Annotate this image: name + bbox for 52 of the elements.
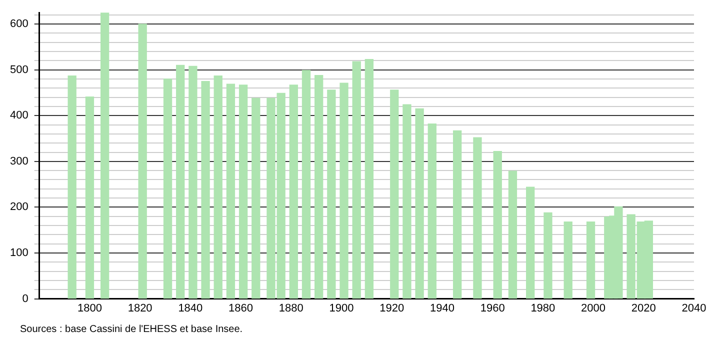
- x-tick-label: 2000: [581, 302, 606, 314]
- bar: [508, 170, 518, 299]
- x-tick-label: 1920: [380, 302, 404, 314]
- bar: [289, 84, 298, 299]
- bar: [402, 104, 412, 299]
- bar: [586, 222, 596, 299]
- bar: [138, 24, 147, 299]
- bar: [452, 130, 462, 299]
- x-tick-label: 1960: [480, 302, 505, 314]
- source-note: Sources : base Cassini de l'EHESS et base Insee.: [20, 324, 243, 335]
- y-tick-label: 100: [10, 247, 28, 260]
- bar: [252, 98, 260, 299]
- x-tick-label: 2040: [682, 302, 706, 314]
- y-tick-label: 500: [10, 64, 28, 76]
- bar: [85, 96, 94, 299]
- x-tick-label: 1900: [329, 302, 354, 314]
- bar: [564, 222, 572, 299]
- bar: [163, 78, 172, 299]
- y-tick-label: 600: [10, 18, 28, 30]
- bar: [100, 12, 110, 299]
- x-tick-label: 1940: [430, 302, 454, 314]
- bar: [364, 58, 374, 299]
- x-tick-label: 2020: [631, 302, 656, 314]
- x-tick-label: 1980: [530, 302, 556, 314]
- bar: [176, 64, 185, 299]
- bar: [352, 61, 361, 299]
- bar: [68, 75, 76, 299]
- y-tick-label: 0: [22, 292, 28, 305]
- bar: [526, 186, 535, 299]
- bar: [340, 82, 348, 299]
- bar: [493, 151, 502, 299]
- bar: [544, 212, 552, 299]
- bar: [188, 66, 198, 299]
- bar: [327, 90, 336, 299]
- bar: [428, 124, 436, 299]
- bar: [473, 137, 482, 299]
- bar: [314, 75, 324, 299]
- y-tick-label: 300: [10, 155, 28, 168]
- y-tick-label: 200: [10, 201, 28, 214]
- bar: [390, 90, 399, 299]
- x-tick-label: 1860: [228, 302, 254, 314]
- x-tick-label: 1820: [128, 302, 152, 314]
- bar: [302, 70, 311, 299]
- bar: [415, 108, 424, 299]
- x-tick-label: 1800: [77, 302, 102, 314]
- bar: [238, 84, 248, 299]
- x-tick-label: 1880: [278, 302, 304, 314]
- bar: [226, 84, 236, 299]
- bar: [201, 80, 210, 299]
- x-tick-label: 1840: [178, 302, 203, 314]
- bar: [214, 75, 222, 299]
- y-tick-label: 400: [10, 110, 28, 122]
